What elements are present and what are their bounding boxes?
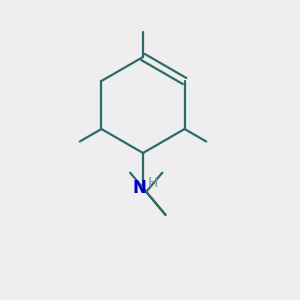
Text: N: N <box>132 179 146 197</box>
Text: H: H <box>148 176 158 190</box>
